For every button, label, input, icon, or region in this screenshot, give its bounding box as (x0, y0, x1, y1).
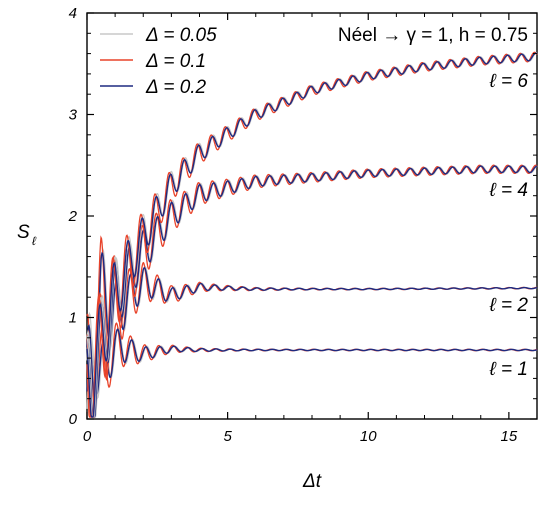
legend-label-2: Δ = 0.2 (145, 77, 207, 98)
x-tick-label: 0 (83, 428, 92, 445)
curve-label-l4: ℓ = 4 (489, 180, 528, 201)
curve-l1-series-1 (86, 322, 538, 408)
y-tick-label: 1 (69, 310, 77, 327)
y-axis-label-main: S (17, 222, 30, 243)
x-tick-label: 15 (501, 428, 518, 445)
curve-l6-series-1 (86, 51, 538, 418)
curve-label-l2: ℓ = 2 (489, 295, 529, 316)
curves-layer (86, 51, 538, 418)
curve-l1-series-2 (86, 328, 538, 395)
curve-label-l6: ℓ = 6 (489, 71, 529, 92)
chart-title: Néel → γ = 1, h = 0.75 (338, 25, 528, 46)
x-axis-label: Δt (302, 471, 322, 492)
curve-l2-series-0 (86, 248, 538, 400)
y-tick-label: 0 (69, 411, 78, 428)
curve-l2-series-2 (86, 252, 538, 401)
tick-labels-layer: 0 5 10 15 0 1 2 3 4 (68, 5, 518, 445)
y-tick-label: 4 (69, 5, 77, 22)
x-tick-label: 10 (360, 428, 377, 445)
y-axis-label-subscript: ℓ (32, 234, 37, 248)
curve-l4-series-2 (86, 165, 538, 418)
y-tick-label: 3 (69, 107, 78, 124)
y-tick-label: 2 (68, 208, 78, 225)
y-axis-label: S (17, 222, 30, 243)
x-tick-label: 5 (223, 428, 232, 445)
legend: Δ = 0.05 Δ = 0.1 Δ = 0.2 (100, 25, 217, 98)
curve-label-l1: ℓ = 1 (489, 359, 528, 380)
legend-label-0: Δ = 0.05 (145, 25, 217, 46)
ticks-layer (86, 12, 537, 420)
curve-l6-series-2 (86, 52, 538, 418)
legend-label-1: Δ = 0.1 (145, 51, 206, 72)
curve-l2-series-1 (86, 235, 538, 418)
curve-l1-series-0 (86, 327, 538, 409)
